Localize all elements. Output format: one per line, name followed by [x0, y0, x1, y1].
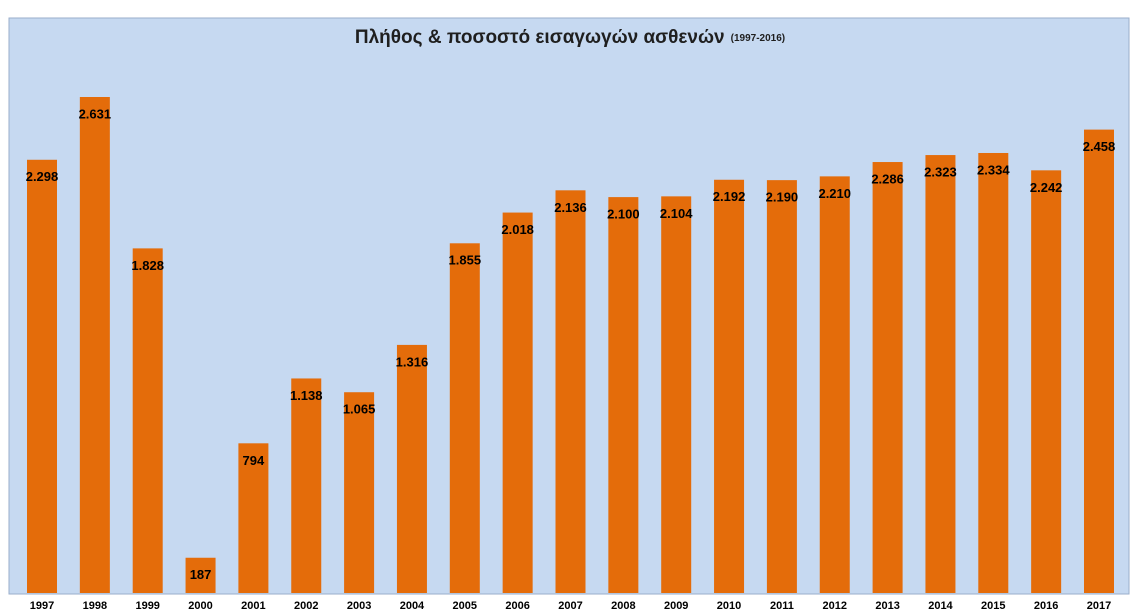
title: Πλήθος & ποσοστό εισαγωγών ασθενών — [355, 27, 725, 48]
x-tick-label: 2015 — [981, 600, 1005, 612]
value-label: 2.242 — [1030, 180, 1063, 195]
x-tick-label: 1999 — [135, 600, 159, 612]
bar — [608, 197, 639, 593]
value-label: 2.104 — [660, 206, 693, 221]
value-label: 187 — [190, 567, 212, 582]
x-tick-label: 2002 — [294, 600, 318, 612]
subtitle: (1997-2016) — [731, 33, 785, 44]
bar — [185, 557, 216, 593]
bar — [1084, 129, 1114, 594]
value-label: 2.458 — [1083, 139, 1116, 154]
chart-title: Πλήθος & ποσοστό εισαγωγών ασθενών (1997-… — [355, 27, 785, 48]
value-label: 2.323 — [924, 165, 957, 180]
value-label: 2.334 — [977, 162, 1010, 177]
x-tick-label: 2004 — [400, 600, 425, 612]
value-label: 2.136 — [554, 200, 587, 215]
value-label: 1.316 — [396, 354, 429, 369]
bar — [555, 190, 586, 594]
bar — [872, 162, 903, 593]
value-label: 794 — [243, 453, 265, 468]
x-tick-label: 2012 — [823, 600, 847, 612]
bar — [291, 378, 322, 593]
bar — [925, 155, 956, 593]
x-tick-label: 2013 — [875, 600, 899, 612]
x-tick-label: 2014 — [928, 600, 953, 612]
x-tick-label: 2010 — [717, 600, 741, 612]
value-label: 2.286 — [871, 171, 904, 186]
x-tick-label: 2001 — [241, 600, 265, 612]
value-label: 2.018 — [501, 222, 534, 237]
x-tick-label: 1997 — [30, 600, 54, 612]
bar — [819, 176, 850, 593]
x-tick-label: 2000 — [188, 600, 212, 612]
value-label: 2.631 — [79, 106, 112, 121]
bar — [978, 152, 1009, 593]
bar — [661, 196, 692, 593]
value-label: 1.138 — [290, 388, 323, 403]
value-label: 2.192 — [713, 189, 746, 204]
bar — [344, 392, 375, 593]
x-tick-label: 2008 — [611, 600, 635, 612]
x-tick-label: 2007 — [558, 600, 582, 612]
value-label: 2.298 — [26, 169, 59, 184]
bar — [396, 344, 427, 593]
bar — [132, 248, 163, 593]
value-label: 1.065 — [343, 402, 376, 417]
value-label: 1.828 — [131, 258, 164, 273]
x-tick-label: 2016 — [1034, 600, 1058, 612]
bar — [238, 443, 269, 593]
value-label: 1.855 — [449, 253, 482, 268]
value-label: 2.100 — [607, 207, 640, 222]
bar — [502, 212, 533, 593]
x-tick-label: 2003 — [347, 600, 371, 612]
x-tick-label: 2017 — [1087, 600, 1111, 612]
x-tick-label: 2006 — [505, 600, 529, 612]
value-label: 2.190 — [766, 190, 799, 205]
bar — [766, 180, 797, 593]
bar — [714, 179, 745, 593]
x-tick-label: 2009 — [664, 600, 688, 612]
bar — [79, 97, 110, 593]
x-tick-label: 2011 — [770, 600, 794, 612]
bar — [449, 243, 480, 593]
bar — [1031, 170, 1062, 594]
x-tick-label: 1998 — [83, 600, 107, 612]
bar — [27, 159, 57, 593]
value-label: 2.210 — [818, 186, 851, 201]
x-tick-label: 2005 — [453, 600, 477, 612]
